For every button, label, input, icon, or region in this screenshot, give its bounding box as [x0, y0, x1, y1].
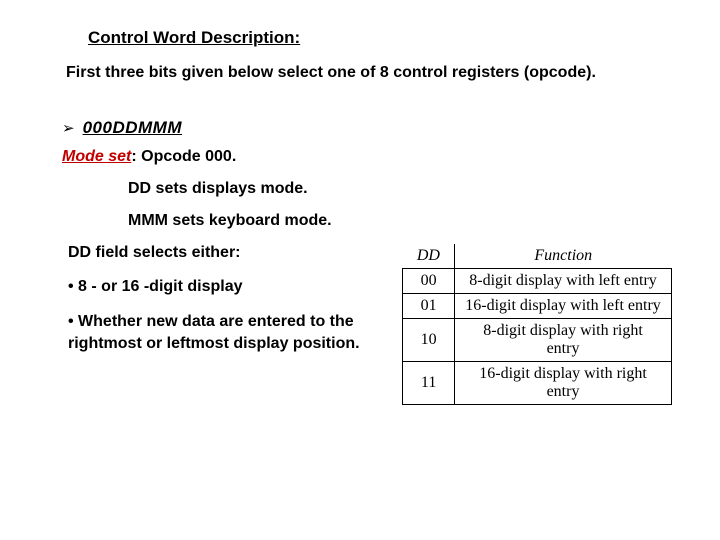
- table-cell-dd: 01: [403, 293, 455, 318]
- table-header-function: Function: [455, 244, 672, 269]
- table-row: 01 16-digit display with left entry: [403, 293, 672, 318]
- mmm-keyboard-line: MMM sets keyboard mode.: [128, 212, 672, 230]
- table-cell-fn: 8-digit display with left entry: [455, 268, 672, 293]
- table-row: 10 8-digit display with right entry: [403, 318, 672, 361]
- table-cell-dd: 10: [403, 318, 455, 361]
- heading-control-word: Control Word Description:: [88, 28, 672, 48]
- code-word-bullet: ➢ 000DDMMM: [62, 118, 672, 138]
- arrow-icon: ➢: [62, 119, 75, 137]
- sub-bullet-entry: • Whether new data are entered to the ri…: [68, 311, 384, 354]
- table-cell-fn: 16-digit display with left entry: [455, 293, 672, 318]
- table-cell-dd: 00: [403, 268, 455, 293]
- table-row: 11 16-digit display with right entry: [403, 361, 672, 404]
- mode-set-label: Mode set: [62, 148, 131, 165]
- code-word-value: 000DDMMM: [83, 118, 182, 138]
- table-header-dd: DD: [403, 244, 455, 269]
- table-cell-fn: 8-digit display with right entry: [455, 318, 672, 361]
- table-row: 00 8-digit display with left entry: [403, 268, 672, 293]
- table-header-row: DD Function: [403, 244, 672, 269]
- sub-bullet-digits: • 8 - or 16 -digit display: [68, 276, 384, 298]
- dd-field-title: DD field selects either:: [68, 244, 384, 262]
- dd-displays-line: DD sets displays mode.: [128, 180, 672, 198]
- mode-set-line: Mode set: Opcode 000.: [62, 148, 672, 166]
- mode-set-rest: : Opcode 000.: [131, 148, 236, 165]
- table-cell-dd: 11: [403, 361, 455, 404]
- intro-text: First three bits given below select one …: [66, 62, 612, 84]
- dd-function-table: DD Function 00 8-digit display with left…: [402, 244, 672, 405]
- table-cell-fn: 16-digit display with right entry: [455, 361, 672, 404]
